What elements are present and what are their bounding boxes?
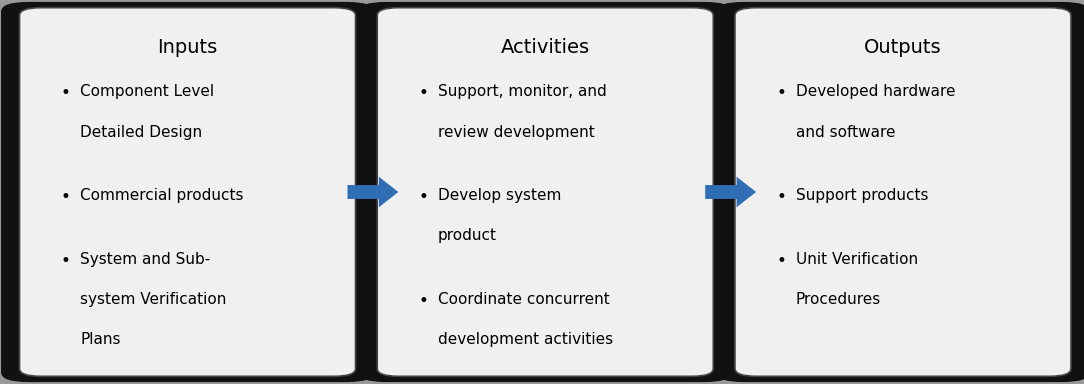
Text: •: • (776, 188, 786, 206)
Text: Component Level: Component Level (80, 84, 215, 99)
FancyBboxPatch shape (1, 2, 374, 382)
Text: •: • (61, 252, 70, 270)
Text: Detailed Design: Detailed Design (80, 125, 203, 140)
Text: review development: review development (438, 125, 595, 140)
Text: Inputs: Inputs (157, 38, 218, 57)
Text: Outputs: Outputs (864, 38, 942, 57)
FancyArrowPatch shape (348, 177, 398, 207)
Text: system Verification: system Verification (80, 292, 227, 307)
Text: Coordinate concurrent: Coordinate concurrent (438, 292, 609, 307)
FancyBboxPatch shape (377, 8, 713, 376)
Text: •: • (418, 84, 428, 103)
FancyBboxPatch shape (359, 2, 732, 382)
Text: Procedures: Procedures (796, 292, 881, 307)
Text: Commercial products: Commercial products (80, 188, 244, 203)
Text: Activities: Activities (501, 38, 590, 57)
Text: •: • (418, 188, 428, 206)
FancyBboxPatch shape (20, 8, 356, 376)
Text: Support, monitor, and: Support, monitor, and (438, 84, 607, 99)
Text: •: • (776, 252, 786, 270)
Text: •: • (61, 84, 70, 103)
FancyBboxPatch shape (717, 2, 1084, 382)
FancyArrowPatch shape (706, 177, 756, 207)
FancyBboxPatch shape (735, 8, 1071, 376)
Text: Developed hardware: Developed hardware (796, 84, 955, 99)
Text: Unit Verification: Unit Verification (796, 252, 918, 266)
Text: •: • (418, 292, 428, 310)
Text: Plans: Plans (80, 332, 120, 347)
Text: and software: and software (796, 125, 895, 140)
Text: Support products: Support products (796, 188, 928, 203)
Text: System and Sub-: System and Sub- (80, 252, 210, 266)
Text: Develop system: Develop system (438, 188, 562, 203)
Text: •: • (776, 84, 786, 103)
Text: product: product (438, 228, 496, 243)
Text: development activities: development activities (438, 332, 614, 347)
Text: •: • (61, 188, 70, 206)
